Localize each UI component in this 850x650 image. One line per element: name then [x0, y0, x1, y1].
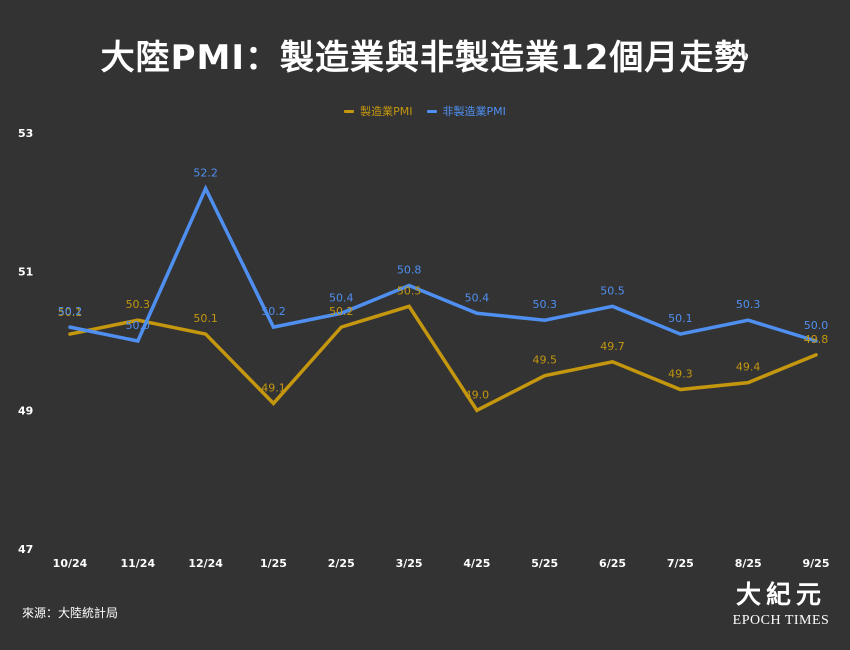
legend-item-manufacturing[interactable]: 製造業PMI: [344, 103, 413, 119]
y-tick-label: 47: [18, 543, 33, 556]
data-label-manufacturing: 49.8: [804, 333, 829, 346]
data-label-manufacturing: 49.3: [668, 368, 693, 381]
y-tick-label: 51: [18, 266, 33, 279]
data-label-non-manufacturing: 50.5: [600, 284, 625, 297]
data-label-non-manufacturing: 50.2: [261, 305, 286, 318]
legend-swatch-non-manufacturing: [426, 109, 437, 113]
data-label-manufacturing: 50.5: [397, 284, 422, 297]
series-line-non-manufacturing: [68, 184, 818, 343]
data-label-manufacturing: 50.3: [126, 298, 151, 311]
legend-label-manufacturing: 製造業PMI: [360, 105, 413, 118]
x-tick-label: 2/25: [328, 557, 355, 570]
data-label-non-manufacturing: 50.2: [58, 305, 83, 318]
x-tick-label: 10/24: [53, 557, 88, 570]
data-label-non-manufacturing: 50.3: [532, 298, 557, 311]
data-label-manufacturing: 50.1: [193, 312, 218, 325]
x-tick-label: 3/25: [396, 557, 423, 570]
y-tick-label: 49: [18, 404, 33, 417]
data-label-manufacturing: 50.1: [58, 306, 83, 319]
series-line-manufacturing: [68, 304, 818, 413]
x-tick-label: 12/24: [188, 557, 223, 570]
data-label-manufacturing: 50.2: [329, 305, 354, 318]
data-label-non-manufacturing: 50.0: [804, 319, 829, 332]
x-tick-label: 11/24: [120, 557, 155, 570]
logo-english: EPOCH TIMES: [732, 613, 830, 628]
legend-label-non-manufacturing: 非製造業PMI: [442, 105, 506, 118]
data-label-non-manufacturing: 50.3: [736, 298, 761, 311]
x-tick-label: 8/25: [735, 557, 762, 570]
x-tick-label: 6/25: [599, 557, 626, 570]
legend-item-non-manufacturing[interactable]: 非製造業PMI: [426, 103, 506, 119]
data-label-manufacturing: 49.5: [532, 354, 557, 367]
data-label-non-manufacturing: 50.0: [126, 319, 151, 332]
data-label-manufacturing: 49.1: [261, 381, 286, 394]
data-label-manufacturing: 49.0: [465, 388, 490, 401]
x-tick-label: 1/25: [260, 557, 287, 570]
y-tick-label: 53: [18, 127, 33, 140]
data-label-non-manufacturing: 50.1: [668, 312, 693, 325]
x-tick-label: 9/25: [803, 557, 830, 570]
data-label-non-manufacturing: 52.2: [193, 166, 218, 179]
legend: 製造業PMI 非製造業PMI: [0, 103, 850, 119]
logo-chinese: 大紀元: [735, 580, 826, 609]
epoch-times-logo: 大紀元 EPOCH TIMES: [722, 580, 840, 630]
data-label-manufacturing: 49.7: [600, 340, 625, 353]
x-tick-label: 7/25: [667, 557, 694, 570]
legend-swatch-manufacturing: [344, 109, 355, 113]
x-tick-label: 4/25: [463, 557, 490, 570]
data-label-non-manufacturing: 50.8: [397, 264, 422, 277]
source-note: 來源：大陸統計局: [22, 606, 119, 620]
data-label-manufacturing: 49.4: [736, 361, 761, 374]
data-label-non-manufacturing: 50.4: [465, 291, 490, 304]
x-tick-label: 5/25: [531, 557, 558, 570]
chart-title: 大陸PMI：製造業與非製造業12個月走勢: [100, 38, 750, 78]
data-label-non-manufacturing: 50.4: [329, 291, 354, 304]
